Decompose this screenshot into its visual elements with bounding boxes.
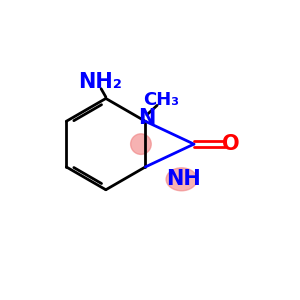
Text: NH: NH xyxy=(166,169,201,189)
Text: CH₃: CH₃ xyxy=(143,91,179,109)
Ellipse shape xyxy=(166,168,197,191)
Circle shape xyxy=(130,134,151,154)
Text: N: N xyxy=(138,108,155,128)
Text: NH₂: NH₂ xyxy=(79,72,122,92)
Text: O: O xyxy=(222,134,240,154)
